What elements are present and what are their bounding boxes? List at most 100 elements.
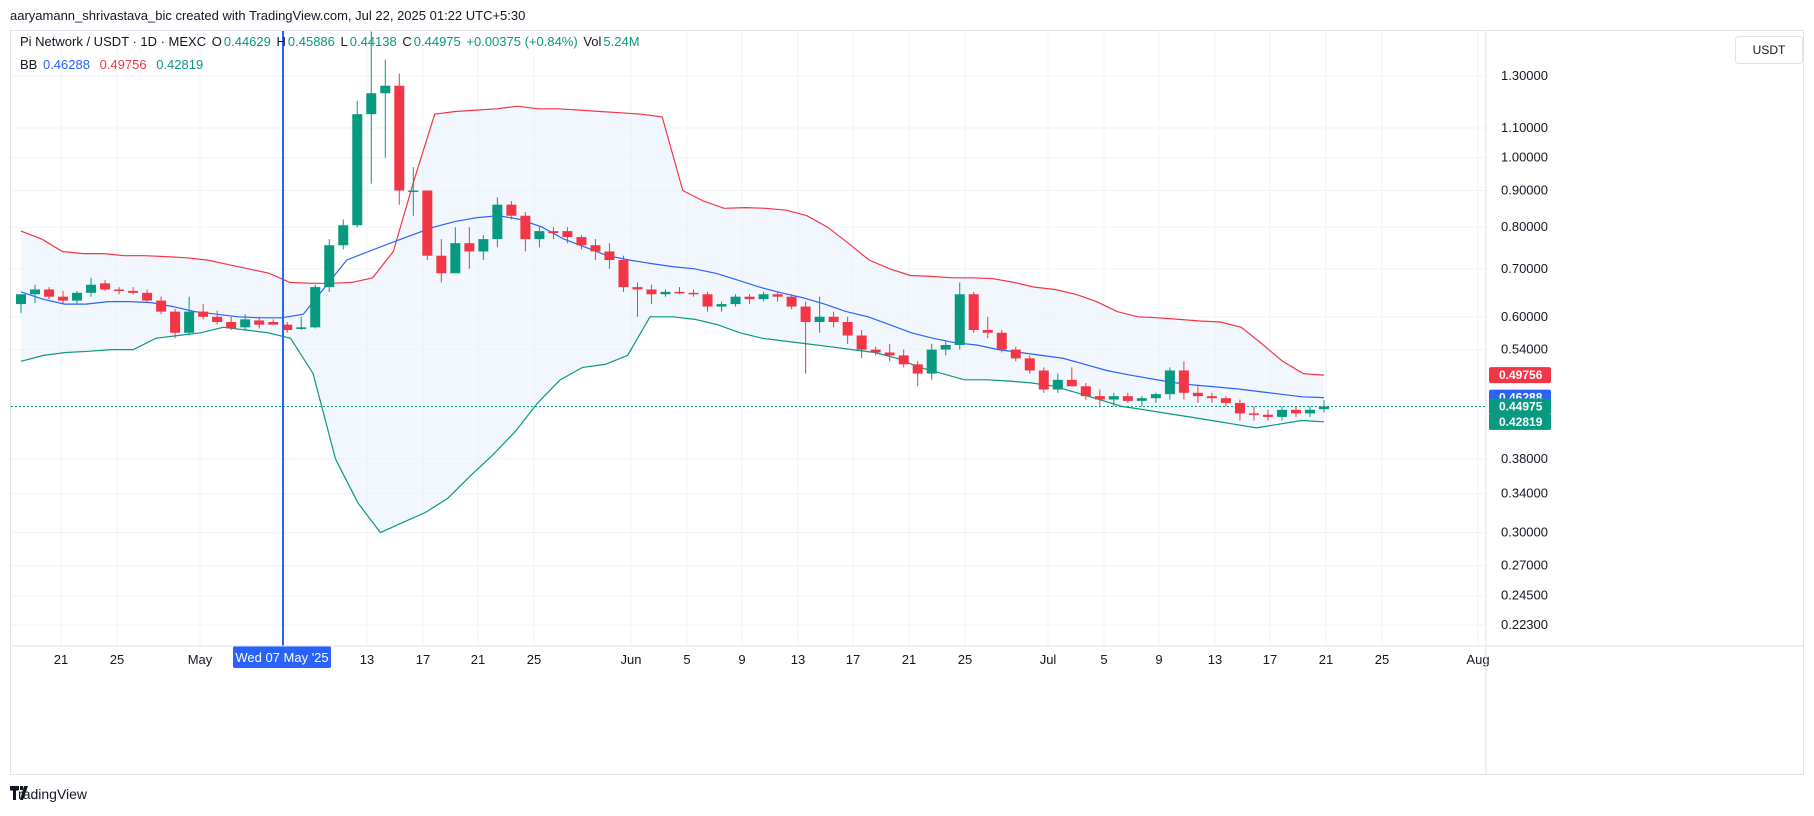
candle: [1066, 367, 1077, 387]
candle-body: [492, 204, 503, 240]
grid-lines: [11, 31, 1486, 646]
attribution-text: aaryamann_shrivastava_bic created with T…: [10, 8, 526, 23]
candle-body: [114, 289, 125, 291]
high-label: H: [276, 34, 286, 49]
candle-body: [1276, 409, 1287, 417]
time-tick-label: 25: [110, 652, 124, 667]
tradingview-logo[interactable]: TradingView: [10, 786, 87, 802]
candle-body: [786, 296, 797, 307]
candle: [870, 346, 881, 356]
candle-body: [1192, 392, 1203, 397]
candle: [758, 291, 769, 302]
price-tag-label: 0.44975: [1499, 400, 1543, 414]
chart-panel[interactable]: 1.30000 1.10000 1.00000 0.90000 0.80000 0.700…: [10, 30, 1804, 775]
tradingview-icon: [10, 786, 28, 800]
candle: [142, 289, 153, 303]
candle-body: [212, 316, 223, 323]
price-axis[interactable]: 1.30000 1.10000 1.00000 0.90000 0.80000 0.700…: [1501, 68, 1548, 632]
candle: [114, 287, 125, 295]
candle: [1206, 392, 1217, 403]
candle-body: [646, 289, 657, 295]
candle-body: [1164, 370, 1175, 395]
candle-body: [968, 294, 979, 331]
candle: [1319, 400, 1329, 413]
time-tick-label: 13: [791, 652, 805, 667]
candle: [240, 314, 251, 331]
candle: [1290, 406, 1301, 417]
price-tick-label: 1.10000: [1501, 120, 1548, 135]
candle: [324, 239, 335, 292]
candle: [254, 316, 265, 329]
currency-button[interactable]: USDT: [1735, 36, 1803, 64]
candle: [786, 294, 797, 310]
candle: [422, 190, 433, 261]
candle: [660, 289, 671, 297]
candle-body: [604, 251, 615, 261]
candle: [772, 291, 783, 302]
candle-body: [1122, 396, 1133, 401]
time-tick-label: May: [188, 652, 213, 667]
candle: [1122, 392, 1133, 403]
candle: [1234, 399, 1245, 421]
candle: [674, 287, 685, 295]
candle: [478, 235, 489, 261]
candle: [534, 227, 545, 248]
candle-body: [184, 311, 195, 333]
price-tick-label: 0.60000: [1501, 309, 1548, 324]
price-tick-label: 0.90000: [1501, 183, 1548, 198]
candle-body: [380, 85, 391, 94]
candle-body: [534, 231, 545, 240]
tradingview-brand: TradingView: [10, 786, 88, 802]
candle-body: [1248, 413, 1259, 415]
candle: [1052, 373, 1063, 393]
candle-body: [716, 304, 727, 307]
price-tick-label: 0.27000: [1501, 557, 1548, 572]
candle: [1150, 392, 1161, 403]
candle-body: [240, 319, 251, 328]
candle: [954, 282, 965, 350]
candle-body: [814, 316, 825, 323]
candle-body: [688, 292, 699, 295]
candle: [814, 296, 825, 333]
candle-body: [702, 294, 713, 307]
candle-body: [436, 255, 447, 274]
candle-body: [72, 292, 83, 301]
candle: [828, 311, 839, 328]
candle: [562, 227, 573, 244]
candle-body: [1262, 414, 1273, 417]
time-tick-label: Aug: [1466, 652, 1489, 667]
candle: [212, 310, 223, 325]
candle: [842, 316, 853, 344]
bb-basis-value: 0.46288: [42, 57, 90, 72]
candle: [506, 201, 517, 220]
candle-body: [828, 316, 839, 323]
candle: [436, 239, 447, 283]
candle: [492, 197, 503, 248]
candle: [156, 296, 167, 315]
candle: [86, 277, 97, 297]
candle: [30, 284, 41, 304]
price-tag-label: 0.42819: [1499, 415, 1543, 429]
candle-body: [870, 349, 881, 353]
candle: [1024, 355, 1035, 374]
price-tag-upper: 0.49756: [1489, 367, 1551, 384]
time-tick-label: 25: [1375, 652, 1389, 667]
candle: [590, 239, 601, 261]
candle: [968, 291, 979, 333]
candle: [352, 100, 363, 228]
candle-body: [800, 306, 811, 323]
price-chart[interactable]: 1.30000 1.10000 1.00000 0.90000 0.80000 0.700…: [11, 31, 1803, 774]
candle-body: [198, 311, 209, 317]
candle: [1010, 346, 1021, 362]
candle-body: [1304, 409, 1315, 414]
candle-body: [338, 225, 349, 246]
candle-body: [856, 335, 867, 350]
candle: [16, 294, 26, 314]
price-tag-bg: [1489, 367, 1551, 384]
candle: [170, 309, 181, 339]
time-axis[interactable]: 21 25 May 13 17 21 25 Jun 5 9 13 17 21 25 Jul 5 9 13 17 21 2…: [54, 646, 1490, 668]
candle-body: [366, 93, 377, 115]
candle-body: [926, 349, 937, 374]
candle-body: [170, 311, 181, 333]
close-label: C: [402, 34, 412, 49]
